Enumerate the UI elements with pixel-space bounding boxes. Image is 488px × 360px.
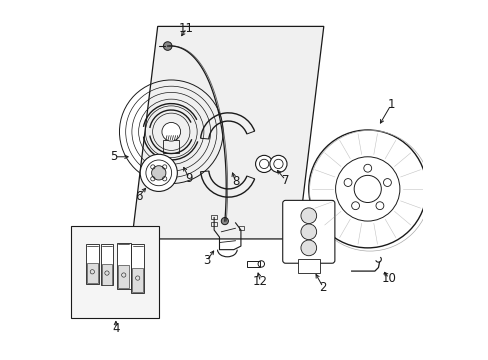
Text: 7: 7 xyxy=(281,174,289,186)
Circle shape xyxy=(269,156,286,172)
Circle shape xyxy=(383,179,390,186)
Bar xyxy=(117,243,130,289)
Text: 11: 11 xyxy=(179,22,194,35)
Bar xyxy=(211,222,216,226)
Circle shape xyxy=(353,175,381,203)
Circle shape xyxy=(351,202,359,210)
Text: 9: 9 xyxy=(185,172,192,185)
Polygon shape xyxy=(132,26,323,239)
Text: 6: 6 xyxy=(135,190,142,203)
Text: 8: 8 xyxy=(231,175,239,188)
Bar xyxy=(211,215,216,219)
Text: 2: 2 xyxy=(319,281,326,294)
Circle shape xyxy=(375,202,383,210)
Bar xyxy=(118,265,129,288)
Circle shape xyxy=(308,130,426,248)
Text: 5: 5 xyxy=(110,150,118,163)
Bar xyxy=(298,258,319,273)
Circle shape xyxy=(140,154,177,192)
Bar xyxy=(239,226,244,230)
Bar xyxy=(163,140,179,153)
Text: 1: 1 xyxy=(386,99,394,112)
Circle shape xyxy=(300,224,316,240)
Circle shape xyxy=(300,208,316,224)
Circle shape xyxy=(163,42,172,50)
Circle shape xyxy=(151,166,165,180)
Bar xyxy=(102,264,112,285)
Circle shape xyxy=(255,156,272,172)
Text: 10: 10 xyxy=(381,272,396,285)
Text: 12: 12 xyxy=(253,275,267,288)
Bar xyxy=(86,263,98,283)
Bar xyxy=(131,244,144,293)
Circle shape xyxy=(363,164,371,172)
Circle shape xyxy=(162,122,180,141)
Text: 3: 3 xyxy=(203,254,210,267)
Bar xyxy=(101,244,113,285)
Circle shape xyxy=(221,217,228,225)
Circle shape xyxy=(300,240,316,256)
Bar xyxy=(71,226,159,318)
FancyBboxPatch shape xyxy=(282,201,334,263)
Text: 4: 4 xyxy=(112,322,120,335)
Bar xyxy=(132,268,143,292)
Bar xyxy=(246,261,259,267)
Bar xyxy=(85,244,99,284)
Circle shape xyxy=(344,179,351,186)
